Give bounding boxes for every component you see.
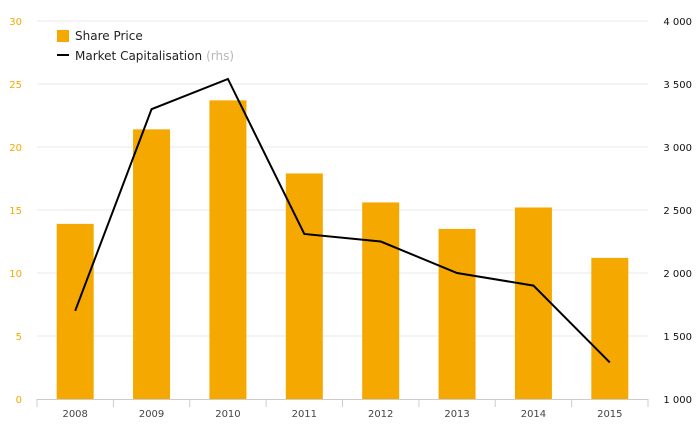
x-tick-label: 2009: [139, 409, 164, 420]
x-tick-label: 2014: [521, 409, 546, 420]
y-left-tick-label: 5: [16, 332, 22, 343]
legend: Share Price Market Capitalisation (rhs): [57, 29, 234, 63]
x-tick-label: 2012: [368, 409, 393, 420]
y-right-tick-label: 1 000: [663, 395, 692, 406]
legend-label-share-price: Share Price: [75, 29, 143, 43]
market-cap-line-group: [74, 77, 611, 364]
y-right-tick-label: 3 500: [663, 80, 692, 91]
gridlines: [37, 20, 648, 337]
x-tick-label: 2008: [62, 409, 87, 420]
share-price-bar: [133, 129, 171, 400]
share-price-bar: [514, 207, 552, 399]
y-left-tick-label: 20: [9, 143, 22, 154]
y-right-tick-label: 4 000: [663, 17, 692, 28]
y-left-tick-label: 15: [9, 206, 22, 217]
y-left-tick-label: 10: [9, 269, 22, 280]
share-price-bar: [209, 100, 247, 399]
x-tick-label: 2011: [292, 409, 317, 420]
legend-label-market-cap: Market Capitalisation (rhs): [75, 49, 234, 63]
share-price-bar: [591, 257, 629, 399]
y-left-tick-label: 0: [16, 395, 22, 406]
legend-market-cap-suffix: (rhs): [206, 49, 234, 63]
share-price-bar: [56, 223, 94, 399]
axes: 0 5 10 15 20 25 30 1 000 1 500 2 000 2 500 3 000 3 5…: [9, 17, 692, 420]
legend-swatch-share-price: [57, 30, 69, 42]
y-left-tick-label: 25: [9, 80, 22, 91]
y-right-tick-label: 1 500: [663, 332, 692, 343]
x-tick-label: 2015: [597, 409, 622, 420]
market-cap-line: [74, 77, 611, 364]
y-left-tick-label: 30: [9, 17, 22, 28]
share-price-bars: [56, 100, 629, 400]
y-right-tick-label: 2 000: [663, 269, 692, 280]
share-price-bar: [362, 202, 400, 399]
y-right-tick-label: 2 500: [663, 206, 692, 217]
share-price-bar: [438, 228, 476, 399]
y-right-tick-label: 3 000: [663, 143, 692, 154]
legend-market-cap-name: Market Capitalisation: [75, 49, 202, 63]
x-tick-label: 2013: [444, 409, 469, 420]
x-tick-label: 2010: [215, 409, 240, 420]
